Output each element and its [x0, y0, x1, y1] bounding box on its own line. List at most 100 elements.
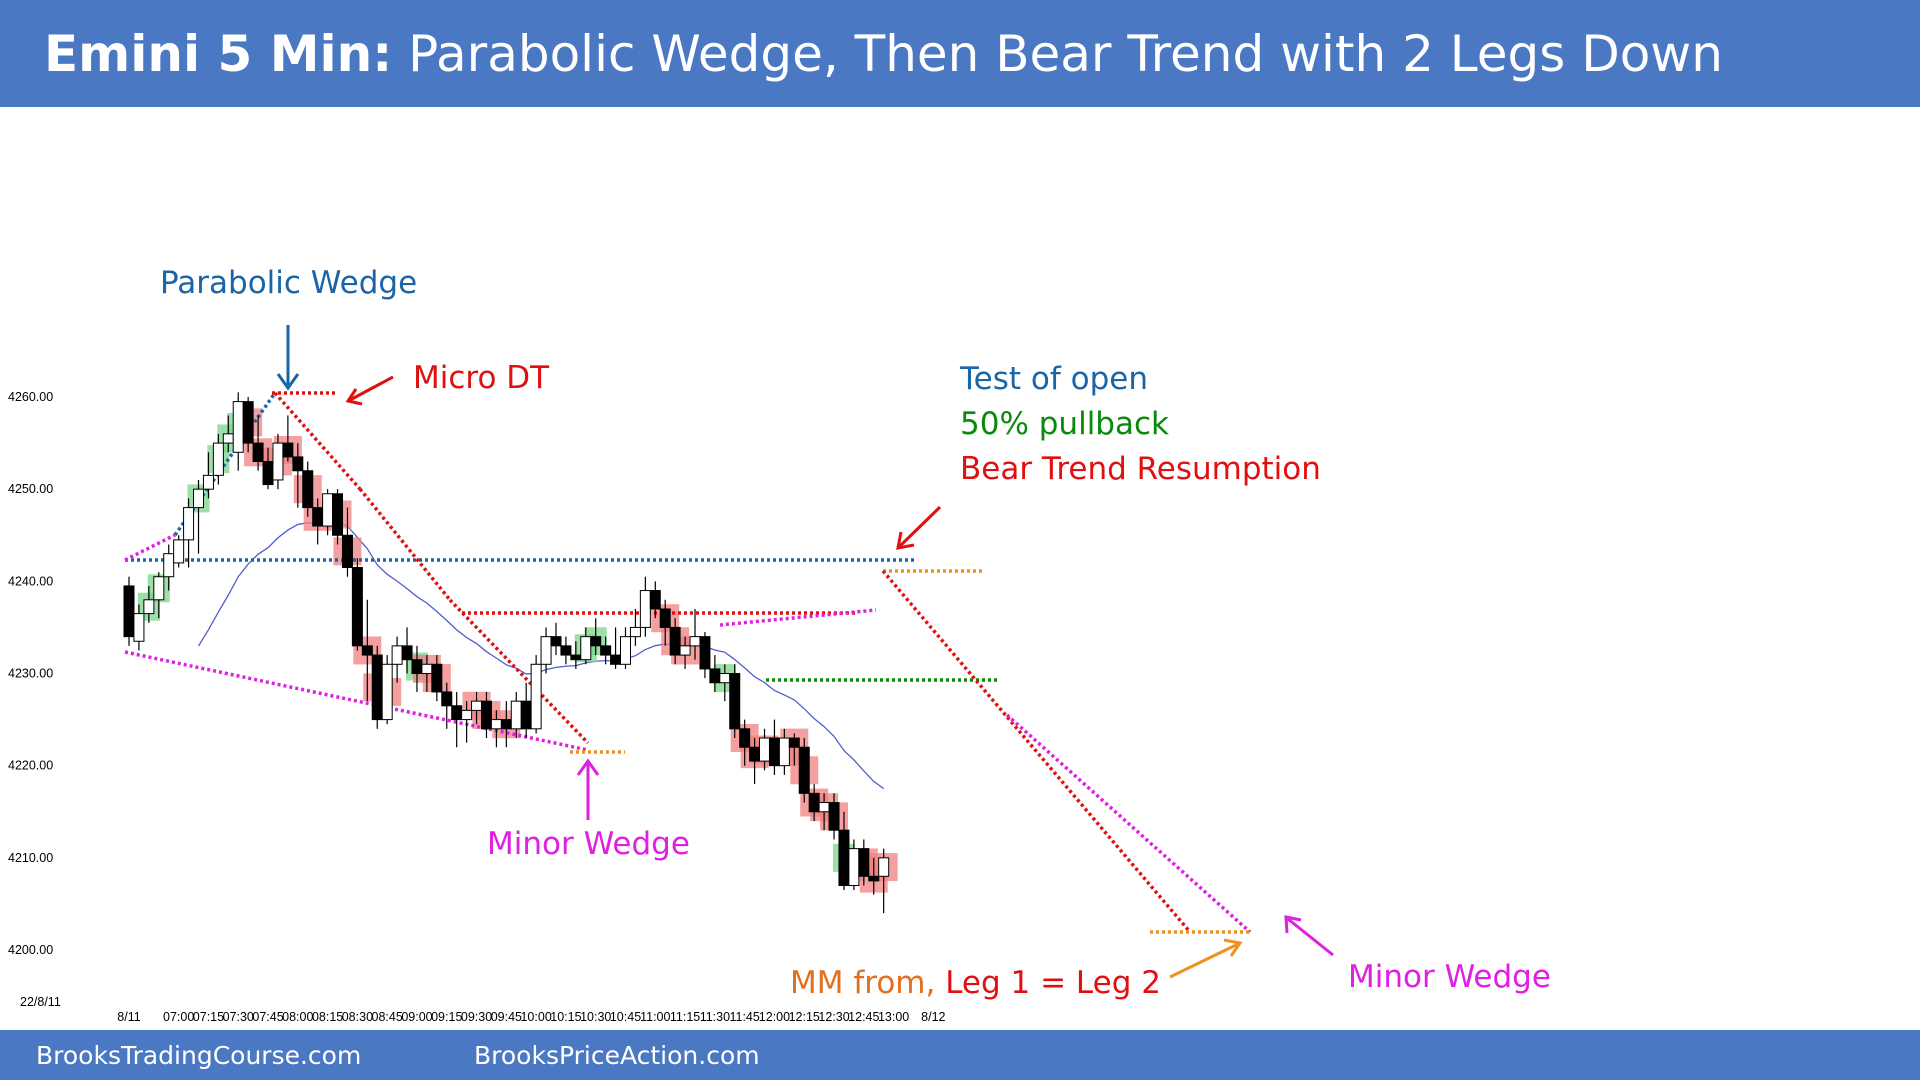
micro-dt-arrow	[349, 375, 394, 402]
x-tick-label: 8/11	[117, 1010, 140, 1024]
bull-candle	[471, 700, 483, 711]
trend-lines	[124, 391, 1252, 934]
bear-candle	[341, 534, 353, 569]
x-tick-label: 11:15	[670, 1010, 700, 1024]
bull-candle	[679, 645, 691, 656]
x-tick-label: 12:30	[818, 1010, 849, 1024]
bull-candle	[222, 433, 234, 444]
y-tick-label: 4200.00	[8, 943, 53, 957]
x-tick-label: 10:45	[610, 1010, 641, 1024]
x-tick-label: 08:00	[282, 1010, 313, 1024]
footer-site-right[interactable]: BrooksPriceAction.com	[474, 1041, 760, 1070]
x-tick-label: 11:45	[729, 1010, 759, 1024]
bull-candle	[818, 802, 830, 813]
bear-candle	[590, 636, 602, 647]
bear-candle	[451, 705, 463, 721]
title-bold: Emini 5 Min:	[44, 24, 393, 83]
bull-candle	[212, 442, 224, 476]
mm-arrowhead	[1223, 938, 1243, 957]
bear-candle	[262, 461, 274, 486]
mm-legs: Leg 1 = Leg 2	[935, 965, 1161, 1001]
bull-candle	[133, 613, 145, 642]
x-tick-label: 09:45	[491, 1010, 522, 1024]
bear-candle	[868, 875, 880, 882]
page-title: Emini 5 Min: Parabolic Wedge, Then Bear …	[44, 25, 1723, 83]
pullback-wedge-line	[719, 608, 877, 627]
bear-candle	[441, 691, 453, 707]
bear-candle	[480, 700, 492, 730]
footer-site-left[interactable]: BrooksTradingCourse.com	[36, 1041, 362, 1070]
bear-candle	[411, 659, 423, 675]
bear-candle	[302, 470, 314, 509]
y-tick-label: 4250.00	[8, 482, 53, 496]
minor-wedge-2-arrow	[1287, 917, 1334, 957]
bear-candle	[739, 728, 751, 748]
bear-candle	[798, 746, 810, 794]
bear-candle	[838, 829, 850, 887]
y-tick-label: 4240.00	[8, 574, 53, 588]
bear-candle	[371, 654, 383, 721]
x-tick-label: 08:30	[342, 1010, 373, 1024]
x-tick-label: 10:00	[520, 1010, 551, 1024]
bear-candle	[351, 567, 363, 647]
x-axis: 8/11 07:0007:1507:3007:4508:0008:1508:300…	[117, 1010, 945, 1024]
bull-candle	[878, 857, 890, 877]
bull-candle	[510, 700, 522, 730]
bull-candle	[421, 663, 433, 675]
y-axis: 4260.00 4250.00 4240.00 4230.00 4220.00 4210.…	[8, 390, 53, 957]
bull-candle	[530, 663, 542, 730]
bull-candle	[381, 663, 393, 721]
footer-bar: BrooksTradingCourse.com BrooksPriceActio…	[0, 1030, 1920, 1080]
bear-candle	[600, 645, 612, 656]
bear-candle	[401, 645, 413, 661]
bear-candle	[709, 668, 721, 684]
bull-candle	[322, 493, 334, 527]
bear-candle	[570, 654, 582, 661]
candles	[123, 392, 890, 914]
bull-candle	[639, 590, 651, 628]
x-tick-label: 11:00	[640, 1010, 670, 1024]
annotation-micro-dt: Micro DT	[413, 360, 550, 396]
bull-candle	[272, 442, 284, 481]
bear-candle	[828, 802, 840, 831]
x-tick-label: 10:30	[580, 1010, 611, 1024]
bull-candle	[580, 636, 592, 661]
bear-candle	[431, 663, 443, 693]
bull-candle	[143, 599, 155, 615]
annotation-measured-move: MM from, Leg 1 = Leg 2	[790, 965, 1161, 1001]
resumption-arrowhead	[896, 531, 915, 550]
y-tick-label: 4230.00	[8, 667, 53, 681]
bull-candle	[629, 626, 641, 638]
bear-candle	[550, 636, 562, 647]
micro-dt-arrowhead	[345, 388, 363, 406]
bear-candle	[610, 654, 622, 665]
x-tick-label: 08:45	[372, 1010, 403, 1024]
bear-candle	[768, 737, 780, 767]
bull-candle	[490, 719, 502, 730]
y-tick-label: 4220.00	[8, 759, 53, 773]
bull-candle	[183, 507, 195, 541]
parabolic-wedge-arrowhead	[276, 373, 300, 391]
annotation-parabolic-wedge: Parabolic Wedge	[160, 265, 417, 301]
annotation-minor-wedge-1: Minor Wedge	[487, 826, 690, 862]
bull-candle	[202, 474, 214, 490]
minor-wedge-2-arrowhead	[1284, 915, 1302, 934]
bear-candle	[749, 746, 761, 762]
bull-candle	[759, 737, 771, 762]
bull-candle	[391, 645, 403, 665]
minor-wedge-1-arrowhead	[576, 758, 600, 776]
x-tick-label: 10:15	[550, 1010, 581, 1024]
x-tick-label: 07:45	[252, 1010, 283, 1024]
bear-candle	[729, 673, 741, 730]
x-tick-label: 07:30	[223, 1010, 254, 1024]
x-tick-label: 09:15	[431, 1010, 462, 1024]
x-tick-label: 09:00	[401, 1010, 432, 1024]
bear-candle	[649, 590, 661, 610]
bear-candle	[808, 792, 820, 813]
bear-candle	[659, 608, 671, 628]
bear-candle	[242, 401, 254, 444]
bull-candle	[620, 636, 631, 665]
bear-candle	[500, 719, 512, 730]
title-rest: Parabolic Wedge, Then Bear Trend with 2 …	[392, 24, 1723, 83]
bull-candle	[153, 576, 165, 601]
